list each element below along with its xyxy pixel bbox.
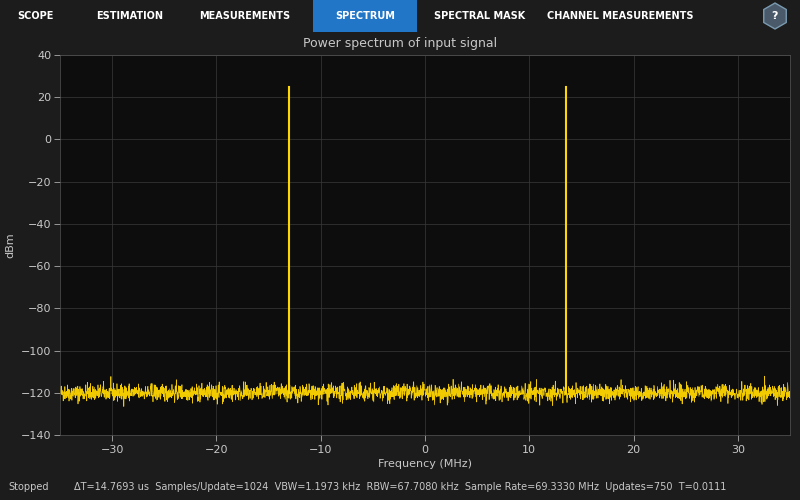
Text: ΔT=14.7693 us  Samples/Update=1024  VBW=1.1973 kHz  RBW=67.7080 kHz  Sample Rate: ΔT=14.7693 us Samples/Update=1024 VBW=1.…	[74, 482, 726, 492]
Text: MEASUREMENTS: MEASUREMENTS	[199, 11, 290, 21]
Polygon shape	[764, 3, 786, 29]
Text: ?: ?	[772, 11, 778, 21]
Text: SPECTRAL MASK: SPECTRAL MASK	[434, 11, 526, 21]
Text: CHANNEL MEASUREMENTS: CHANNEL MEASUREMENTS	[546, 11, 694, 21]
Bar	[313, 0, 417, 32]
X-axis label: Frequency (MHz): Frequency (MHz)	[378, 459, 472, 469]
Text: Power spectrum of input signal: Power spectrum of input signal	[303, 37, 497, 50]
Text: SPECTRUM: SPECTRUM	[335, 11, 395, 21]
Text: SCOPE: SCOPE	[17, 11, 53, 21]
Text: ESTIMATION: ESTIMATION	[97, 11, 163, 21]
Text: Stopped: Stopped	[8, 482, 49, 492]
Y-axis label: dBm: dBm	[6, 232, 16, 258]
